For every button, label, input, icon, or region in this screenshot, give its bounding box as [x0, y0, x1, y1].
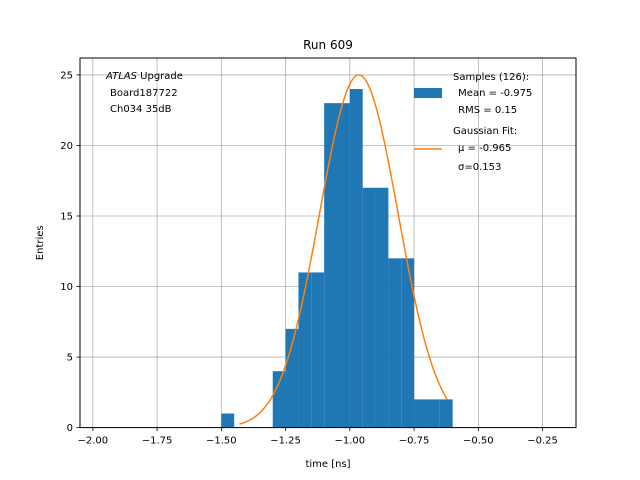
annotation-atlas: ATLAS	[105, 71, 138, 82]
x-tick-label: −2.00	[78, 436, 109, 447]
y-axis-label: Entries	[35, 225, 46, 260]
legend-samples-line-1: Samples (126):	[453, 72, 529, 83]
x-tick-label: −0.75	[399, 436, 430, 447]
histogram-bar	[298, 272, 312, 428]
y-tick-label: 15	[60, 211, 73, 222]
x-axis-ticks: −2.00 −1.75 −1.50 −1.25 −1.00 −0.75 −0.50 −0.25	[78, 427, 558, 447]
histogram-bar	[388, 258, 402, 428]
chart-title: Run 609	[303, 38, 353, 52]
x-tick-label: −1.50	[206, 436, 237, 447]
fit-curve-group	[239, 74, 449, 425]
histogram-bar	[375, 187, 389, 428]
histogram-bar	[401, 258, 415, 428]
annotation-line-1: ATLAS Upgrade	[105, 71, 183, 82]
x-tick-label: −0.50	[463, 436, 494, 447]
annotation-line-2: Board187722	[110, 88, 178, 99]
y-tick-label: 20	[60, 141, 73, 152]
histogram-bar	[272, 371, 286, 428]
histogram-bar	[324, 103, 337, 428]
y-tick-label: 5	[67, 353, 73, 364]
x-tick-label: −1.75	[142, 436, 173, 447]
legend-samples-line-2: Mean = -0.975	[455, 88, 532, 99]
legend-samples-line-3: RMS = 0.15	[455, 105, 517, 116]
annotation-line-3: Ch034 35dB	[110, 104, 172, 115]
y-tick-label: 0	[67, 423, 73, 434]
histogram-bars	[221, 89, 453, 428]
annotation-upgrade: Upgrade	[137, 71, 183, 82]
histogram-bar	[349, 89, 363, 428]
legend-fit-line-3: σ=0.153	[458, 162, 501, 173]
x-tick-label: −1.00	[335, 436, 366, 447]
x-tick-label: −0.25	[527, 436, 558, 447]
histogram-bar	[362, 187, 376, 428]
histogram-bar	[221, 413, 235, 428]
legend-samples-swatch	[414, 88, 442, 98]
legend-fit-line-1: Gaussian Fit:	[453, 126, 517, 137]
gaussian-fit-curve	[239, 74, 449, 425]
plot-frame	[79, 57, 577, 429]
y-tick-label: 10	[60, 282, 73, 293]
histogram-bar	[439, 399, 453, 428]
x-tick-label: −1.25	[270, 436, 301, 447]
annotation: ATLAS Upgrade Board187722 Ch034 35dB	[105, 71, 183, 115]
histogram-bar	[414, 399, 427, 428]
x-axis-label: time [ns]	[305, 459, 350, 470]
y-axis-ticks: 0 5 10 15 20 25	[60, 70, 80, 434]
legend: Samples (126): Mean = -0.975 RMS = 0.15 …	[414, 72, 532, 173]
y-tick-label: 25	[60, 70, 73, 81]
histogram-bar	[311, 272, 325, 428]
histogram-bar	[426, 399, 440, 428]
histogram-bar	[336, 103, 350, 428]
legend-fit-line-2: μ = -0.965	[458, 143, 511, 154]
